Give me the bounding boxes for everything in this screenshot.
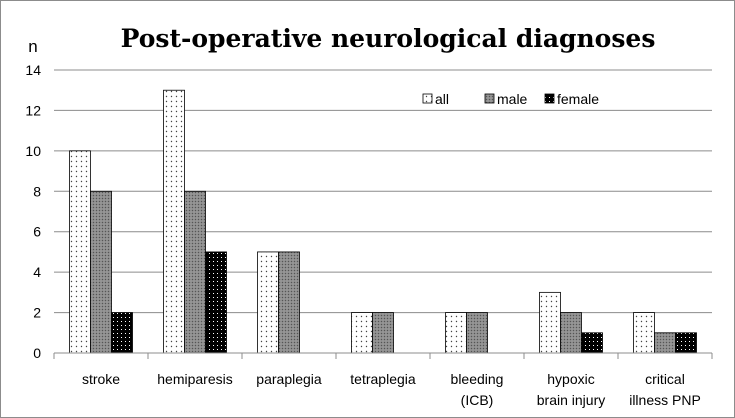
bar-female bbox=[675, 332, 697, 354]
bar-male bbox=[90, 190, 112, 354]
bar-all bbox=[69, 150, 91, 354]
bar-female bbox=[205, 251, 227, 354]
y-tick-label: 14 bbox=[25, 62, 41, 78]
legend: all male female bbox=[422, 91, 599, 107]
bar-female bbox=[111, 312, 133, 354]
bar-male bbox=[560, 312, 582, 354]
x-category-label: hemiparesis bbox=[157, 371, 232, 387]
y-tick-label: 0 bbox=[33, 345, 41, 361]
gridlines bbox=[54, 69, 712, 314]
bar-male bbox=[184, 190, 206, 354]
y-tick-label: 6 bbox=[33, 224, 41, 240]
y-tick-label: 4 bbox=[33, 264, 41, 280]
x-category-label: brain injury bbox=[537, 392, 605, 408]
x-category-label: (ICB) bbox=[461, 392, 494, 408]
bar-male bbox=[654, 332, 676, 354]
x-category-label: bleeding bbox=[451, 371, 504, 387]
x-category-label: hypoxic bbox=[547, 371, 594, 387]
y-tick-label: 12 bbox=[25, 102, 41, 118]
legend-swatch-female bbox=[544, 93, 555, 104]
y-tick-labels: 0 2 4 6 8 10 12 14 bbox=[25, 62, 41, 361]
bar-all bbox=[351, 312, 373, 354]
x-category-label: paraplegia bbox=[256, 371, 322, 387]
bar-all bbox=[163, 89, 185, 354]
x-category-label: tetraplegia bbox=[350, 371, 416, 387]
x-axis bbox=[53, 352, 713, 359]
bar-male bbox=[466, 312, 488, 354]
bar-all bbox=[445, 312, 467, 354]
legend-label-male: male bbox=[497, 91, 528, 107]
y-axis-label: n bbox=[28, 37, 37, 56]
y-tick-label: 10 bbox=[25, 143, 41, 159]
legend-label-female: female bbox=[557, 91, 599, 107]
bar-male bbox=[278, 251, 300, 354]
y-tick-label: 2 bbox=[33, 305, 41, 321]
bar-all bbox=[257, 251, 279, 354]
x-category-label: stroke bbox=[82, 371, 120, 387]
chart-title: Post-operative neurological diagnoses bbox=[121, 24, 656, 53]
x-category-labels: stroke hemiparesis paraplegia tetraplegia bl… bbox=[82, 371, 701, 408]
legend-swatch-male bbox=[484, 93, 495, 104]
bars bbox=[69, 89, 697, 354]
x-category-label: illness PNP bbox=[629, 392, 701, 408]
x-category-label: critical bbox=[645, 371, 685, 387]
bar-all bbox=[539, 291, 561, 354]
bar-male bbox=[372, 312, 394, 354]
bar-female bbox=[581, 332, 603, 354]
legend-label-all: all bbox=[435, 91, 449, 107]
bar-all bbox=[633, 312, 655, 354]
y-tick-label: 8 bbox=[33, 183, 41, 199]
legend-swatch-all bbox=[422, 93, 433, 104]
